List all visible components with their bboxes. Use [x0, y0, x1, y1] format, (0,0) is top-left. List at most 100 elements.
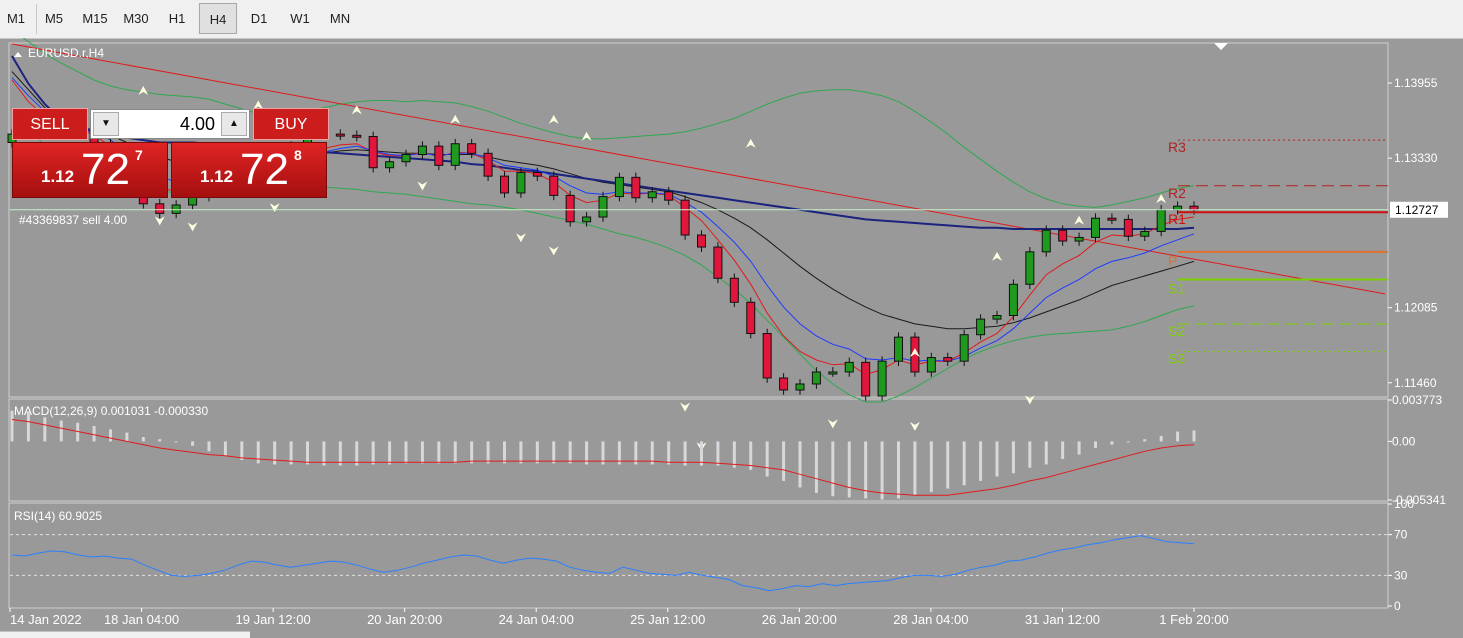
candle-body: [1189, 205, 1199, 211]
shift-marker-icon[interactable]: [1214, 43, 1228, 50]
macd-histogram-bar: [634, 441, 638, 465]
macd-histogram-bar: [535, 441, 539, 464]
candle-body: [171, 204, 181, 214]
fractal-down-arrow: [269, 203, 280, 213]
buy-button[interactable]: BUY: [253, 108, 329, 140]
fractal-down-arrow: [187, 222, 198, 232]
macd-histogram-bar: [1192, 430, 1196, 442]
sell-button[interactable]: SELL: [12, 108, 88, 140]
candle-body: [746, 301, 756, 335]
macd-histogram-bar: [388, 441, 392, 465]
macd-histogram-bar: [1159, 435, 1163, 442]
macd-histogram-bar: [979, 441, 983, 481]
timeframe-h1-button[interactable]: H1: [168, 11, 186, 26]
fractal-up-arrow: [548, 114, 559, 124]
pivot-label-r2: R2: [1168, 185, 1186, 201]
time-tick-label: 26 Jan 20:00: [762, 612, 837, 627]
macd-histogram-bar: [568, 441, 572, 464]
candle-body: [614, 176, 624, 198]
candle-body: [1123, 218, 1133, 237]
macd-histogram-bar: [1044, 441, 1048, 465]
macd-histogram-bar: [765, 441, 769, 477]
macd-histogram-bar: [1176, 431, 1180, 442]
macd-pane[interactable]: [8, 398, 1389, 502]
lot-size-input[interactable]: [121, 112, 217, 136]
rsi-tick-label: 100: [1394, 497, 1414, 511]
time-tick-label: 18 Jan 04:00: [104, 612, 179, 627]
candle-body: [1058, 229, 1068, 242]
candle-body: [1041, 229, 1051, 253]
lot-increase-icon[interactable]: ▲: [221, 112, 247, 136]
fractal-down-arrow: [1024, 395, 1035, 405]
bollinger-upper-line: [22, 38, 1195, 208]
timeframe-m5-button[interactable]: M5: [44, 11, 64, 26]
candle-body: [352, 134, 362, 138]
macd-histogram-bar: [141, 437, 145, 442]
candle-body: [680, 199, 690, 236]
macd-histogram-bar: [158, 439, 162, 442]
candle-body: [516, 172, 526, 194]
timeframe-m15-button[interactable]: M15: [82, 11, 108, 26]
fractal-up-arrow: [450, 114, 461, 124]
macd-histogram-bar: [962, 441, 966, 486]
candle-body: [926, 357, 936, 373]
macd-histogram-bar: [256, 441, 260, 464]
macd-histogram-bar: [1011, 441, 1015, 474]
macd-histogram-bar: [897, 441, 900, 499]
macd-plot: 0.003773 0.00 -0.005341: [10, 393, 1446, 507]
macd-histogram-bar: [109, 429, 112, 442]
macd-histogram-bar: [59, 420, 63, 442]
candle-body: [697, 234, 706, 248]
buy-price-quote[interactable]: 1.12 72 8: [171, 142, 327, 198]
candle-body: [877, 360, 887, 397]
chart-window[interactable]: R3 R2 R1 P S1 S2 S3 1.13955 1.13330 1.12085 1.1146…: [0, 38, 1463, 637]
chart-svg[interactable]: R3 R2 R1 P S1 S2 S3 1.13955 1.13330 1.12085 1.1146…: [0, 38, 1463, 637]
rsi-tick-label: 70: [1394, 528, 1408, 542]
macd-histogram-bar: [92, 426, 96, 442]
timeframe-h4-button[interactable]: H4: [199, 3, 237, 34]
fractal-up-arrow: [253, 100, 264, 110]
macd-histogram-bar: [470, 441, 474, 464]
fractal-up-arrow: [745, 138, 756, 148]
macd-histogram-bar: [1094, 441, 1097, 448]
candle-body: [335, 133, 345, 137]
candle-body: [1025, 251, 1035, 285]
candle-body: [894, 336, 903, 362]
macd-histogram-bar: [338, 441, 342, 466]
fractal-up-arrow: [909, 347, 920, 357]
timeframe-m30-button[interactable]: M30: [123, 11, 149, 26]
buy-price-big: 1.12: [200, 167, 234, 186]
candle-body: [959, 334, 969, 362]
macd-histogram-bar: [1143, 439, 1147, 442]
timeframe-mn-button[interactable]: MN: [329, 11, 351, 26]
timeframe-m1-button[interactable]: M1: [6, 11, 26, 26]
candle-body: [631, 176, 641, 199]
timeframe-d1-button[interactable]: D1: [250, 11, 268, 26]
timeframe-w1-button[interactable]: W1: [290, 11, 310, 26]
fractal-up-arrow: [351, 105, 362, 115]
pivot-label-p: P: [1168, 253, 1177, 269]
macd-histogram-bar: [355, 441, 359, 466]
lot-decrease-icon[interactable]: ▼: [93, 112, 119, 136]
pivot-label-s2: S2: [1168, 323, 1185, 339]
current-price-label: 1.12727: [1395, 203, 1439, 217]
fractal-down-arrow: [909, 421, 920, 431]
chart-tab-bar[interactable]: [0, 631, 250, 638]
candle-body: [582, 216, 592, 223]
candle-body: [1074, 236, 1084, 242]
rsi-tick-label: 30: [1394, 568, 1408, 582]
macd-histogram-bar: [289, 441, 293, 465]
macd-histogram-bar: [420, 441, 424, 464]
candle-body: [1173, 205, 1183, 211]
candle-body: [385, 161, 395, 169]
rsi-pane[interactable]: [8, 502, 1389, 609]
macd-signal-line: [11, 419, 1195, 496]
pivot-label-r1: R1: [1168, 211, 1186, 227]
current-price-box: [1390, 201, 1448, 218]
candle-body: [779, 377, 789, 391]
macd-histogram-bar: [1028, 441, 1032, 468]
macd-histogram-bar: [1110, 441, 1114, 445]
sell-price-quote[interactable]: 1.12 72 7: [12, 142, 168, 198]
candle-body: [910, 336, 920, 373]
candle-body: [1008, 283, 1018, 317]
